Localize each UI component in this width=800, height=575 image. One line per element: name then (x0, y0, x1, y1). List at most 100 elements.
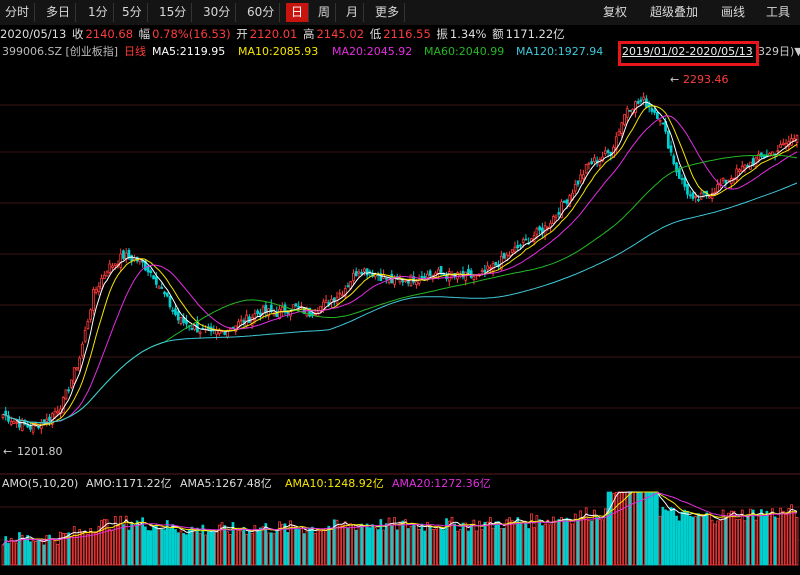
volume-bar (291, 524, 295, 566)
ma60-line (2, 154, 798, 424)
candle (483, 264, 487, 278)
volume-bar (603, 508, 607, 566)
volume-bar (324, 528, 328, 566)
volume-bar (48, 534, 51, 566)
date-range-count[interactable]: 329日)▼ (758, 45, 800, 58)
amo-title: AMO(5,10,20) (2, 477, 79, 490)
candle (669, 140, 673, 156)
volume-bar (598, 519, 602, 566)
ma120-label: MA120:1927.94 (516, 45, 604, 58)
quote-date: 2020/05/13 (0, 27, 67, 41)
ama20-line (2, 492, 798, 546)
candle (341, 290, 344, 297)
volume-bar (168, 528, 172, 566)
volume-bar (406, 528, 410, 566)
candle (524, 234, 528, 241)
volume-bar (546, 519, 550, 566)
candle (346, 282, 350, 288)
volume-bar (72, 526, 76, 566)
volume-bar (346, 528, 350, 566)
volume-bar (165, 520, 169, 566)
volume-bar (442, 529, 446, 566)
candle (86, 318, 90, 330)
volume-bar (762, 515, 766, 566)
tab-30min[interactable]: 30分 (198, 3, 237, 22)
candle (688, 190, 692, 199)
candle (18, 416, 21, 431)
volume-bar (557, 519, 561, 566)
super-overlay-button[interactable]: 超级叠加 (650, 5, 699, 19)
volume-bar (245, 533, 249, 566)
volume-bar (23, 538, 27, 566)
volume-bar (771, 508, 774, 566)
volume-bar (209, 530, 213, 566)
volume-bar (201, 524, 205, 566)
open-label: 开 (236, 27, 248, 41)
volume-bar (42, 544, 46, 566)
volume-bar (551, 516, 555, 566)
date-range[interactable]: 2019/01/02-2020/05/13 (622, 45, 753, 58)
volume-bar (278, 521, 281, 566)
volume-bar (253, 525, 257, 566)
tab-15min[interactable]: 15分 (154, 3, 193, 22)
candle (182, 313, 186, 326)
tab-multiday[interactable]: 多日 (41, 3, 77, 22)
tab-60min[interactable]: 60分 (242, 3, 281, 22)
volume-bar (713, 523, 717, 566)
tab-more[interactable]: 更多 (370, 3, 406, 22)
candle (614, 132, 618, 154)
draw-line-button[interactable]: 画线 (721, 5, 746, 19)
volume-bar (478, 520, 481, 566)
volume-bar (453, 523, 457, 566)
volume-bar (280, 524, 284, 566)
volume-bar (458, 529, 462, 566)
period-toolbar: 分时 多日 1分 5分 15分 30分 60分 日 周 月 更多 复权 超级叠加… (0, 0, 800, 25)
candle (666, 130, 670, 150)
candle (784, 138, 788, 151)
volume-bars (1, 491, 799, 566)
volume-bar (37, 538, 40, 566)
tab-1min[interactable]: 1分 (83, 3, 114, 22)
volume-bar (513, 521, 517, 566)
tab-daily[interactable]: 日 (286, 3, 309, 22)
volume-bar (31, 540, 35, 566)
volume-bar (773, 516, 777, 566)
volume-bar (502, 527, 506, 566)
volume-bar (721, 509, 725, 566)
candle (75, 367, 79, 371)
candle (163, 290, 166, 298)
candle (554, 214, 558, 221)
volume-bar (59, 531, 62, 566)
candle (636, 98, 640, 105)
volume-bar (464, 522, 468, 566)
volume-bar (606, 491, 610, 566)
volume-bar (67, 532, 71, 566)
candle (795, 134, 799, 148)
tab-fenshi[interactable]: 分时 (0, 3, 36, 22)
volume-bar (226, 531, 229, 566)
candle (672, 153, 676, 166)
volume-bar (371, 524, 374, 566)
volume-bar (595, 517, 599, 566)
amp-label: 振 (436, 27, 448, 41)
volume-bar (426, 521, 429, 566)
volume-bar (751, 509, 755, 566)
candle (639, 96, 643, 106)
amount-value: 1171.22亿 (505, 27, 565, 41)
high-arrow-icon: ← (670, 73, 679, 86)
tools-button[interactable]: 工具 (766, 5, 791, 19)
tab-weekly[interactable]: 周 (313, 3, 337, 22)
candle (130, 254, 134, 266)
candle (404, 279, 407, 284)
volume-bar (718, 520, 722, 566)
volume-bar (683, 509, 687, 566)
volume-bar (576, 519, 580, 566)
adjust-button[interactable]: 复权 (603, 5, 628, 19)
volume-bar (669, 507, 673, 566)
volume-bar (113, 515, 117, 566)
tab-5min[interactable]: 5分 (117, 3, 148, 22)
tab-monthly[interactable]: 月 (341, 3, 365, 22)
volume-bar (664, 509, 667, 566)
volume-bar (256, 529, 259, 566)
